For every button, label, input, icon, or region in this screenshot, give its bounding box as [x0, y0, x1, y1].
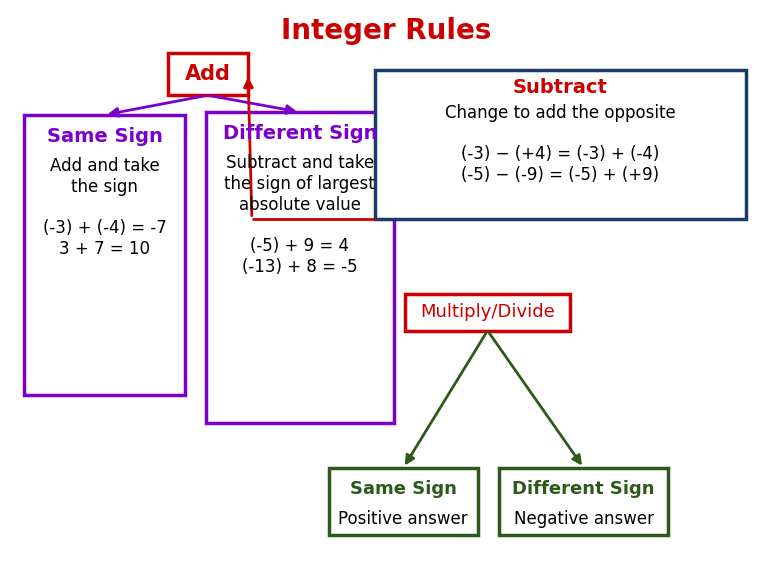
Text: Different Sign: Different Sign [222, 125, 377, 143]
Text: Change to add the opposite

(-3) − (+4) = (-3) + (-4)
(-5) − (-9) = (-5) + (+9): Change to add the opposite (-3) − (+4) =… [445, 104, 676, 184]
Text: Add: Add [185, 64, 231, 84]
FancyBboxPatch shape [24, 115, 185, 395]
Text: Multiply/Divide: Multiply/Divide [420, 303, 555, 321]
Text: Negative answer: Negative answer [513, 510, 654, 528]
FancyBboxPatch shape [405, 294, 570, 331]
FancyBboxPatch shape [499, 468, 668, 535]
Text: Different Sign: Different Sign [513, 481, 655, 498]
Text: Positive answer: Positive answer [338, 510, 468, 528]
FancyBboxPatch shape [206, 112, 394, 423]
Text: Add and take
the sign

(-3) + (-4) = -7
3 + 7 = 10: Add and take the sign (-3) + (-4) = -7 3… [42, 157, 167, 258]
Text: Same Sign: Same Sign [350, 481, 457, 498]
Text: Subtract and take
the sign of largest
absolute value

(-5) + 9 = 4
(-13) + 8 = -: Subtract and take the sign of largest ab… [225, 154, 375, 276]
Text: Subtract: Subtract [513, 79, 608, 97]
Text: Same Sign: Same Sign [47, 127, 163, 146]
FancyBboxPatch shape [329, 468, 478, 535]
FancyBboxPatch shape [168, 53, 248, 95]
Text: Integer Rules: Integer Rules [281, 17, 491, 45]
FancyBboxPatch shape [374, 70, 747, 218]
